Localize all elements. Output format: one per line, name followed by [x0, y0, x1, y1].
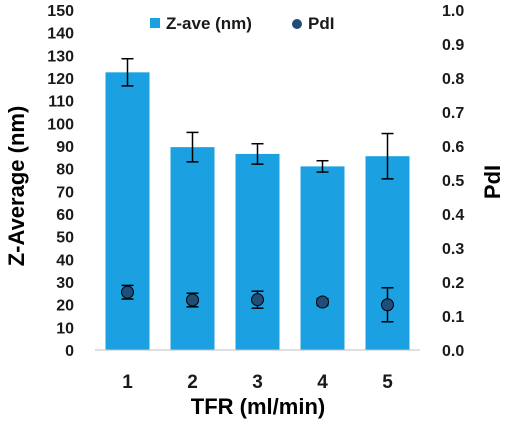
pdi-point — [121, 285, 134, 299]
bar — [170, 147, 215, 350]
left-tick-label: 80 — [56, 162, 74, 179]
legend-dot-swatch — [292, 19, 302, 29]
x-tick-label: 3 — [252, 372, 263, 393]
right-tick-label: 0.5 — [442, 173, 464, 190]
left-tick-label: 40 — [56, 252, 74, 269]
pdi-point — [381, 298, 394, 312]
legend-dot-label: PdI — [308, 14, 334, 33]
bar — [300, 166, 345, 350]
left-tick-label: 100 — [47, 116, 74, 133]
right-tick-label: 0.9 — [442, 37, 464, 54]
right-tick-label: 0.7 — [442, 105, 464, 122]
left-tick-label: 130 — [47, 48, 74, 65]
left-tick-label: 110 — [48, 94, 74, 111]
x-tick-label: 1 — [122, 372, 133, 393]
x-tick-label: 4 — [317, 372, 328, 393]
bar-error-bar — [381, 132, 394, 180]
right-tick-label: 0.8 — [442, 71, 464, 88]
bar — [105, 72, 150, 350]
bar-error-bar — [186, 131, 199, 163]
bar — [235, 153, 280, 350]
x-axis-ticks: 1 2 3 4 5 — [122, 372, 393, 393]
right-tick-label: 1.0 — [442, 3, 464, 20]
x-axis-title: TFR (ml/min) — [191, 394, 325, 419]
left-tick-label: 20 — [56, 298, 74, 315]
bar-error-bar — [121, 57, 134, 87]
bar-error-bar — [251, 142, 264, 165]
pdi-point — [186, 293, 199, 307]
x-tick-label: 2 — [187, 372, 198, 393]
bar-series — [105, 57, 410, 350]
legend-bar-label: Z-ave (nm) — [166, 14, 252, 33]
right-tick-label: 0.0 — [442, 343, 464, 360]
left-tick-label: 120 — [47, 71, 74, 88]
y-axis-title-right: PdI — [480, 165, 505, 199]
left-tick-label: 10 — [56, 320, 74, 337]
left-tick-label: 70 — [56, 184, 74, 201]
left-tick-label: 50 — [56, 230, 74, 247]
right-tick-label: 0.2 — [442, 275, 464, 292]
bar-error-bar — [316, 159, 329, 173]
right-tick-label: 0.4 — [442, 207, 464, 224]
right-axis-ticks: 0.0 0.1 0.2 0.3 0.4 0.5 0.6 0.7 0.8 0.9 1.0 — [442, 3, 464, 360]
pdi-series — [121, 284, 394, 323]
pdi-point — [251, 293, 264, 307]
left-tick-label: 150 — [47, 3, 74, 20]
right-tick-label: 0.6 — [442, 139, 464, 156]
left-axis-ticks: 0 10 20 30 40 50 60 70 80 90 100 110 120 130 140 150 — [47, 3, 74, 360]
left-tick-label: 90 — [56, 139, 74, 156]
right-tick-label: 0.3 — [442, 241, 464, 258]
left-tick-label: 60 — [56, 207, 74, 224]
legend: Z-ave (nm) PdI — [150, 14, 334, 33]
pdi-point — [316, 295, 329, 309]
x-tick-label: 5 — [382, 372, 393, 393]
left-tick-label: 140 — [47, 26, 74, 43]
legend-bar-swatch — [150, 18, 160, 28]
left-tick-label: 30 — [56, 275, 74, 292]
y-axis-title-left: Z-Average (nm) — [4, 106, 29, 267]
right-tick-label: 0.1 — [442, 309, 464, 326]
left-tick-label: 0 — [65, 343, 74, 360]
